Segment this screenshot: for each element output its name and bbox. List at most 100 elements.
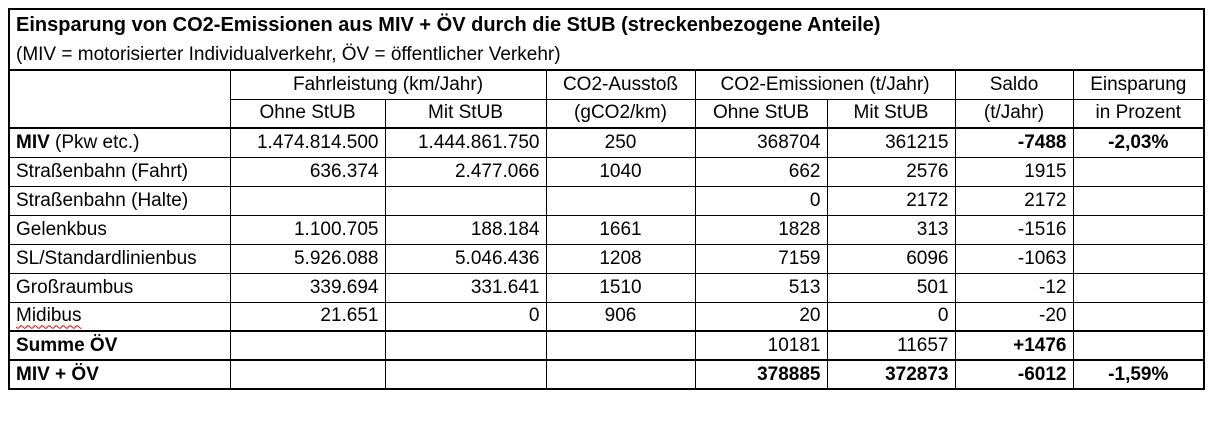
row-label-text: Midibus — [16, 305, 82, 327]
cell-einsparung: -1,59% — [1072, 359, 1206, 390]
header-row-1: Fahrleistung (km/Jahr) CO2-Ausstoß CO2-E… — [8, 69, 1206, 129]
cell-ausstoss: 1510 — [545, 272, 696, 303]
header-row-2: Ohne StUB Mit StUB (gCO2/km) Ohne StUB M… — [9, 98, 1206, 129]
cell-em-mit: 6096 — [826, 243, 956, 274]
cell-ausstoss: 1208 — [545, 243, 696, 274]
table-row: Straßenbahn (Halte) 0 2172 2172 — [8, 185, 1206, 216]
cell-em-mit: 2172 — [826, 185, 956, 216]
table-title: Einsparung von CO2-Emissionen aus MIV + … — [7, 8, 1206, 41]
header-saldo-unit: (t/Jahr) — [954, 98, 1074, 129]
cell-em-ohne: 368704 — [694, 127, 828, 158]
cell-saldo: +1476 — [954, 330, 1074, 361]
row-label: SL/Standardlinienbus — [8, 243, 231, 274]
table-row-miv: MIV (Pkw etc.) 1.474.814.500 1.444.861.7… — [8, 127, 1206, 158]
row-label: Midibus — [8, 301, 231, 332]
table-row: Straßenbahn (Fahrt) 636.374 2.477.066 10… — [8, 156, 1206, 187]
cell-fl-mit: 5.046.436 — [384, 243, 547, 274]
cell-ausstoss: 250 — [545, 127, 696, 158]
row-label: MIV + ÖV — [8, 359, 231, 390]
row-label-rest: (Pkw etc.) — [49, 131, 140, 153]
cell-fl-mit: 1.444.861.750 — [384, 127, 547, 158]
cell-em-mit: 0 — [826, 301, 956, 332]
header-saldo: Saldo — [954, 69, 1074, 100]
header-em-ohne-stub: Ohne StUB — [694, 98, 828, 129]
cell-einsparung — [1072, 330, 1206, 361]
cell-saldo: -20 — [954, 301, 1074, 332]
row-label: Summe ÖV — [8, 330, 231, 361]
cell-fl-ohne — [229, 359, 386, 390]
cell-einsparung: -2,03% — [1072, 127, 1206, 158]
cell-ausstoss — [545, 185, 696, 216]
table-row: SL/Standardlinienbus 5.926.088 5.046.436… — [8, 243, 1206, 274]
cell-fl-ohne: 21.651 — [229, 301, 386, 332]
cell-fl-ohne: 339.694 — [229, 272, 386, 303]
cell-fl-mit: 2.477.066 — [384, 156, 547, 187]
cell-em-ohne: 10181 — [694, 330, 828, 361]
cell-ausstoss — [545, 330, 696, 361]
header-em-mit-stub: Mit StUB — [826, 98, 956, 129]
table-row: Großraumbus 339.694 331.641 1510 513 501… — [8, 272, 1206, 303]
table-row-summe-oev: Summe ÖV 10181 11657 +1476 — [8, 330, 1206, 361]
cell-fl-ohne — [229, 185, 386, 216]
header-einsparung-unit: in Prozent — [1072, 98, 1206, 129]
row-label: Großraumbus — [8, 272, 231, 303]
cell-saldo: 1915 — [954, 156, 1074, 187]
cell-fl-ohne: 1.474.814.500 — [229, 127, 386, 158]
cell-ausstoss: 906 — [545, 301, 696, 332]
cell-em-mit: 313 — [826, 214, 956, 245]
header-ausstoss: CO2-Ausstoß — [545, 69, 696, 100]
header-einsparung: Einsparung — [1072, 69, 1206, 100]
subtitle-row: (MIV = motorisierter Individualverkehr, … — [7, 41, 1206, 71]
table-row: Gelenkbus 1.100.705 188.184 1661 1828 31… — [8, 214, 1206, 245]
row-label: MIV (Pkw etc.) — [8, 127, 231, 158]
row-label: Straßenbahn (Halte) — [8, 185, 231, 216]
header-ausstoss-unit: (gCO2/km) — [545, 98, 696, 129]
row-label: Gelenkbus — [8, 214, 231, 245]
cell-fl-ohne — [229, 330, 386, 361]
title-row: Einsparung von CO2-Emissionen aus MIV + … — [7, 8, 1206, 41]
cell-einsparung — [1072, 243, 1206, 274]
cell-em-ohne: 1828 — [694, 214, 828, 245]
cell-em-mit: 11657 — [826, 330, 956, 361]
cell-saldo: -7488 — [954, 127, 1074, 158]
cell-em-ohne: 513 — [694, 272, 828, 303]
cell-em-mit: 361215 — [826, 127, 956, 158]
cell-fl-ohne: 5.926.088 — [229, 243, 386, 274]
cell-em-mit: 372873 — [826, 359, 956, 390]
cell-saldo: 2172 — [954, 185, 1074, 216]
table-subtitle: (MIV = motorisierter Individualverkehr, … — [7, 41, 1206, 71]
cell-einsparung — [1072, 301, 1206, 332]
co2-savings-table: Einsparung von CO2-Emissionen aus MIV + … — [7, 8, 1206, 390]
cell-saldo: -12 — [954, 272, 1074, 303]
cell-em-ohne: 0 — [694, 185, 828, 216]
cell-saldo: -1063 — [954, 243, 1074, 274]
header-corner — [8, 69, 231, 129]
cell-fl-mit — [384, 185, 547, 216]
cell-einsparung — [1072, 214, 1206, 245]
cell-fl-mit: 188.184 — [384, 214, 547, 245]
cell-ausstoss: 1661 — [545, 214, 696, 245]
header-fahrleistung: Fahrleistung (km/Jahr) — [229, 69, 547, 100]
cell-em-mit: 501 — [826, 272, 956, 303]
cell-fl-mit — [384, 330, 547, 361]
row-label: Straßenbahn (Fahrt) — [8, 156, 231, 187]
header-emissionen: CO2-Emissionen (t/Jahr) — [694, 69, 956, 100]
cell-em-ohne: 378885 — [694, 359, 828, 390]
cell-fl-mit — [384, 359, 547, 390]
cell-saldo: -1516 — [954, 214, 1074, 245]
cell-fl-mit: 331.641 — [384, 272, 547, 303]
cell-em-ohne: 7159 — [694, 243, 828, 274]
cell-ausstoss — [545, 359, 696, 390]
cell-fl-ohne: 636.374 — [229, 156, 386, 187]
cell-fl-ohne: 1.100.705 — [229, 214, 386, 245]
header-fl-ohne-stub: Ohne StUB — [229, 98, 386, 129]
cell-em-ohne: 20 — [694, 301, 828, 332]
table-row: Midibus 21.651 0 906 20 0 -20 — [8, 301, 1206, 332]
cell-em-ohne: 662 — [694, 156, 828, 187]
cell-einsparung — [1072, 156, 1206, 187]
row-label-bold: MIV — [16, 131, 50, 153]
cell-einsparung — [1072, 185, 1206, 216]
cell-einsparung — [1072, 272, 1206, 303]
cell-em-mit: 2576 — [826, 156, 956, 187]
cell-saldo: -6012 — [954, 359, 1074, 390]
